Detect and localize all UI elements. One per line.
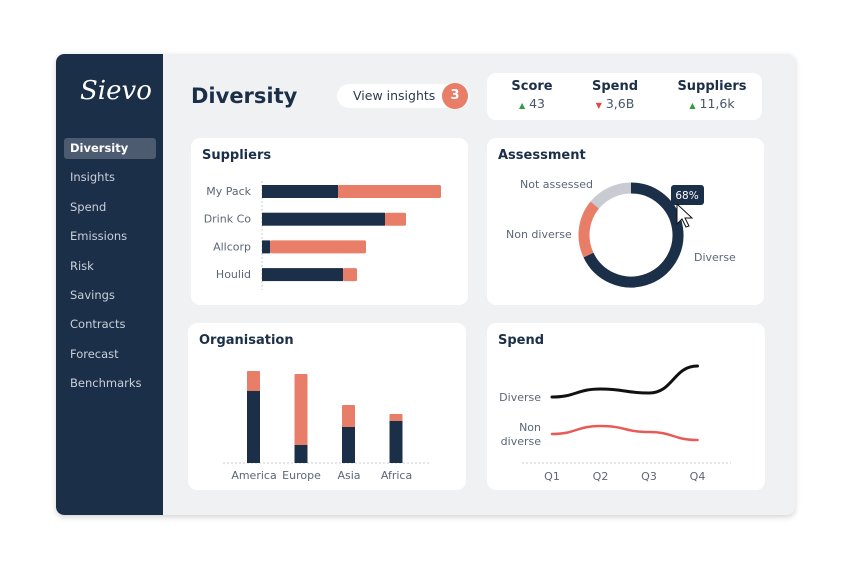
organisation-card: Organisation America Europe Asia Africa: [188, 323, 466, 490]
donut-slice-diverse: [583, 182, 684, 288]
trend-down-icon: ▼: [595, 101, 602, 110]
suppliers-title: Suppliers: [202, 148, 272, 163]
category-label: Allcorp: [213, 240, 251, 253]
series-label-diverse: Diverse: [499, 391, 541, 404]
sidebar-item-contracts[interactable]: Contracts: [70, 317, 126, 332]
sidebar-item-risk[interactable]: Risk: [70, 258, 94, 273]
insights-count-badge[interactable]: 3: [442, 83, 468, 109]
category-label: My Pack: [206, 185, 251, 198]
legend-not-assessed: Not assessed: [520, 178, 593, 191]
line-non-diverse: [550, 424, 699, 442]
sidebar-item-spend[interactable]: Spend: [70, 199, 107, 214]
organisation-title: Organisation: [199, 333, 294, 348]
tooltip-value: 68%: [675, 190, 698, 202]
stat-label: Spend: [591, 79, 639, 94]
app-window: Sievo Diversity Insights Spend Emissions Ris…: [56, 54, 795, 515]
sidebar-item-forecast[interactable]: Forecast: [70, 346, 119, 361]
bar-segment-diverse: [342, 427, 355, 463]
spend-card: Spend Q1 Q2 Q3 Q4 Diverse Non diverse: [487, 323, 765, 490]
assessment-chart: Diverse Non diverse Not assessed 68%: [506, 178, 736, 288]
legend-diverse: Diverse: [694, 251, 736, 264]
bar-segment-non-diverse: [270, 240, 366, 254]
sidebar: Sievo Diversity Insights Spend Emissions Ris…: [56, 54, 163, 515]
category-label: Houlid: [216, 268, 251, 281]
sidebar-item-emissions[interactable]: Emissions: [70, 229, 128, 244]
category-label: Drink Co: [204, 213, 252, 226]
sievo-logo: Sievo: [80, 76, 152, 106]
bar-segment-diverse: [389, 421, 403, 463]
category-label: Europe: [282, 469, 321, 482]
sidebar-item-insights[interactable]: Insights: [70, 170, 115, 185]
bar-segment-diverse: [262, 185, 338, 198]
x-tick-label: Q4: [690, 470, 706, 483]
category-label: America: [231, 469, 276, 482]
stat-label: Score: [511, 79, 553, 94]
tooltip: [671, 185, 704, 205]
stats-card: Score ▲ 43 Spend ▼ 3,6B Suppliers ▲ 11,6k: [487, 73, 762, 120]
line-diverse: [550, 364, 699, 399]
suppliers-card: Suppliers My Pack Drink Co Allcorp Houlid: [191, 138, 468, 305]
assessment-title: Assessment: [498, 148, 586, 163]
sidebar-item-savings[interactable]: Savings: [70, 288, 115, 302]
stat-value: 43: [529, 96, 546, 111]
bar-segment-non-diverse: [294, 374, 308, 446]
stat-score: Score ▲ 43: [487, 79, 577, 111]
spend-chart: Q1 Q2 Q3 Q4 Diverse Non diverse: [499, 364, 731, 483]
organisation-chart: America Europe Asia Africa: [223, 371, 431, 482]
bar-segment-non-diverse: [338, 185, 441, 198]
stat-value: 3,6B: [605, 96, 635, 111]
view-insights-label: View insights: [353, 88, 436, 103]
bar-segment-diverse: [262, 212, 385, 226]
stat-spend: Spend ▼ 3,6B: [570, 79, 660, 111]
category-label: Africa: [381, 469, 412, 482]
bar-segment-diverse: [247, 391, 260, 463]
category-label: Asia: [337, 469, 360, 482]
spend-title: Spend: [498, 333, 545, 348]
stat-suppliers: Suppliers ▲ 11,6k: [667, 79, 757, 111]
legend-non-diverse: Non diverse: [506, 228, 572, 241]
x-tick-label: Q3: [641, 470, 657, 483]
sidebar-item-benchmarks[interactable]: Benchmarks: [70, 376, 142, 391]
bar-segment-non-diverse: [385, 212, 406, 226]
bar-segment-diverse: [294, 445, 308, 463]
x-tick-label: Q2: [593, 470, 609, 483]
bar-segment-diverse: [262, 268, 343, 282]
stat-value: 11,6k: [699, 96, 735, 111]
assessment-card: Assessment Diverse Non diverse Not assesse…: [487, 138, 764, 305]
bar-segment-diverse: [262, 240, 270, 254]
bar-segment-non-diverse: [343, 268, 357, 282]
donut-slice-not-assessed: [590, 182, 632, 209]
x-tick-label: Q1: [544, 470, 560, 483]
page-title: Diversity: [191, 84, 298, 108]
bar-segment-non-diverse: [342, 405, 355, 428]
sidebar-item-diversity[interactable]: Diversity: [64, 138, 156, 159]
trend-up-icon: ▲: [518, 101, 526, 110]
cursor-icon: [676, 202, 694, 228]
bar-segment-non-diverse: [247, 371, 260, 392]
bar-segment-non-diverse: [389, 414, 403, 422]
donut-slice-non-diverse: [578, 201, 600, 258]
series-label-non-diverse: Non diverse: [501, 421, 542, 448]
trend-up-icon: ▲: [689, 101, 696, 110]
suppliers-chart: My Pack Drink Co Allcorp Houlid: [204, 181, 441, 290]
stat-label: Suppliers: [677, 79, 747, 94]
